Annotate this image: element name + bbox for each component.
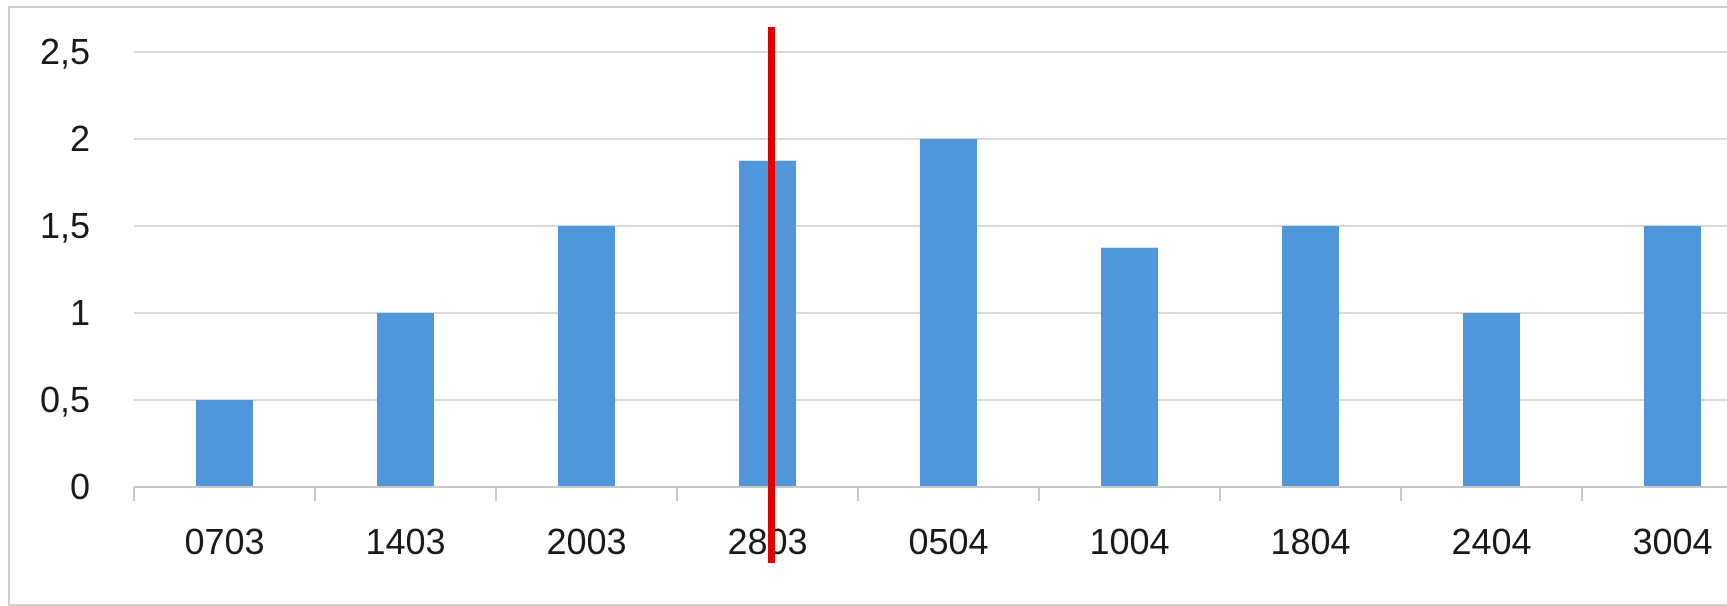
x-tick-label: 1004 <box>1089 521 1169 562</box>
x-tick-label: 2003 <box>546 521 626 562</box>
x-tick-label: 2803 <box>727 521 807 562</box>
x-tick-label: 2404 <box>1451 521 1531 562</box>
x-tick-label: 3004 <box>1632 521 1712 562</box>
bar <box>1101 247 1158 487</box>
bar <box>558 226 615 487</box>
x-axis-tick-labels: 0703 1403 2003 2803 0504 1004 1804 2404 3004 <box>184 521 1712 562</box>
bar <box>739 160 796 487</box>
y-axis-tick-labels: 0 0,5 1 1,5 2 2,5 <box>40 31 90 507</box>
x-axis <box>133 486 1727 501</box>
x-tick-label: 0504 <box>908 521 988 562</box>
y-tick-label: 1 <box>70 292 90 333</box>
bar <box>377 313 434 487</box>
bars <box>196 139 1701 487</box>
bar <box>196 400 253 487</box>
x-tick-label: 0703 <box>184 521 264 562</box>
y-tick-label: 0,5 <box>40 379 90 420</box>
x-tick-label: 1804 <box>1270 521 1350 562</box>
chart-frame <box>8 6 1727 606</box>
y-tick-label: 2 <box>70 118 90 159</box>
bar <box>1644 226 1701 487</box>
bar <box>920 139 977 487</box>
x-tick-label: 1403 <box>365 521 445 562</box>
y-tick-label: 0 <box>70 466 90 507</box>
bar <box>1282 226 1339 487</box>
y-tick-label: 2,5 <box>40 31 90 72</box>
bar <box>1463 313 1520 487</box>
y-tick-label: 1,5 <box>40 205 90 246</box>
bar-chart: 0 0,5 1 1,5 2 2,5 0703 1403 2003 2803 0504 1004 180… <box>40 27 1727 563</box>
